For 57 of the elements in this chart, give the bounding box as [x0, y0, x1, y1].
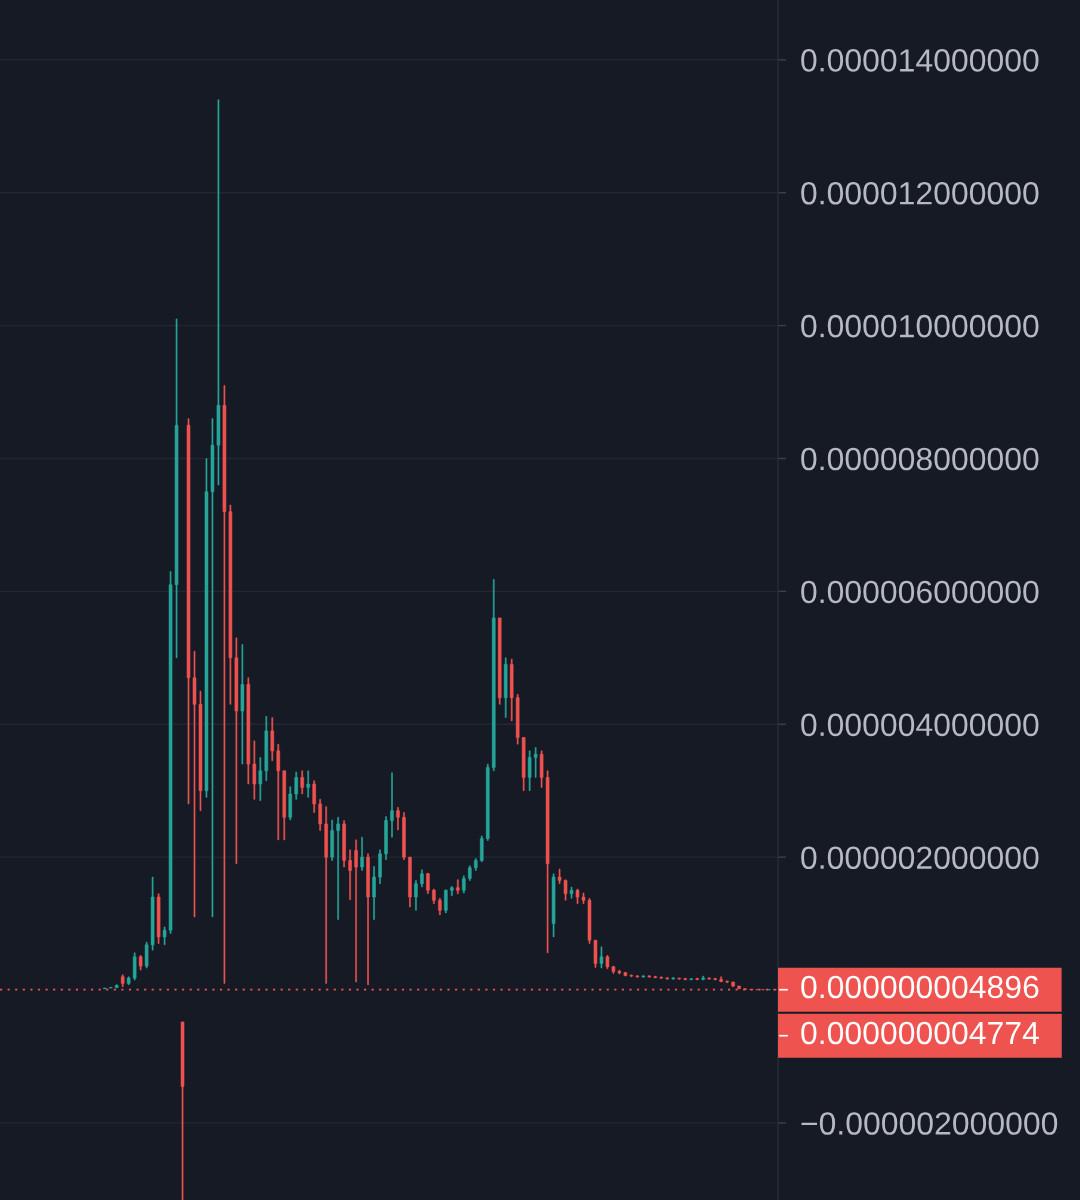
ref-line-label: 0.000000004896 [801, 975, 1039, 999]
candlestick [264, 716, 269, 782]
candlestick [300, 770, 304, 795]
candlestick [731, 981, 735, 987]
candlestick [138, 955, 143, 971]
candlestick [156, 893, 161, 944]
candlestick [683, 977, 688, 981]
candlestick [180, 1021, 185, 1200]
candlestick [551, 873, 556, 938]
candlestick [276, 743, 281, 841]
candlestick [372, 866, 376, 920]
candlestick [701, 975, 705, 981]
y-tick-label: 0.000004000000 [801, 713, 1039, 737]
candlestick [348, 849, 352, 900]
candlestick [120, 974, 125, 987]
y-tick-label: 0.000012000000 [801, 181, 1039, 205]
candlestick [354, 839, 358, 983]
candlestick [414, 880, 418, 911]
candlestick [677, 977, 682, 980]
candlestick [641, 975, 646, 978]
candlestick [665, 977, 670, 980]
candlestick [240, 644, 245, 765]
candlestick [599, 946, 604, 969]
candlestick [569, 886, 574, 899]
candlestick [509, 658, 514, 722]
candlestick [695, 977, 699, 981]
candlestick [725, 980, 729, 983]
y-tick-label: 0.000008000000 [801, 447, 1039, 471]
text: 0.000000004774 [801, 1021, 1039, 1045]
y-tick-label: 0.000014000000 [801, 49, 1039, 72]
candlestick [420, 869, 424, 888]
y-tick-label: 0.000010000000 [801, 314, 1039, 338]
candlestick [719, 976, 723, 983]
candlestick [707, 977, 711, 980]
candlestick [671, 977, 676, 980]
candlestick [270, 717, 275, 762]
candlestick [324, 806, 328, 984]
candlestick [306, 770, 310, 798]
y-tick-label: −0.000002000000 [801, 1112, 1058, 1135]
candlestick [713, 977, 717, 981]
candlestick [360, 836, 364, 871]
candlestick [114, 984, 119, 989]
candlestick [450, 886, 454, 896]
candlestick [653, 975, 658, 979]
candlestick [258, 757, 263, 801]
candlestick [336, 817, 340, 920]
y-tick-label: 0.000006000000 [801, 580, 1039, 604]
candlestick [659, 976, 664, 980]
candlestick [647, 975, 652, 978]
y-tick-label: 0.000002000000 [801, 846, 1039, 870]
candlestick [126, 976, 131, 985]
candlestick [456, 879, 460, 894]
candlestick [132, 952, 137, 981]
candlestick [390, 772, 394, 838]
candlestick [689, 978, 693, 981]
candlestick [396, 807, 400, 831]
candlestick [366, 853, 370, 985]
